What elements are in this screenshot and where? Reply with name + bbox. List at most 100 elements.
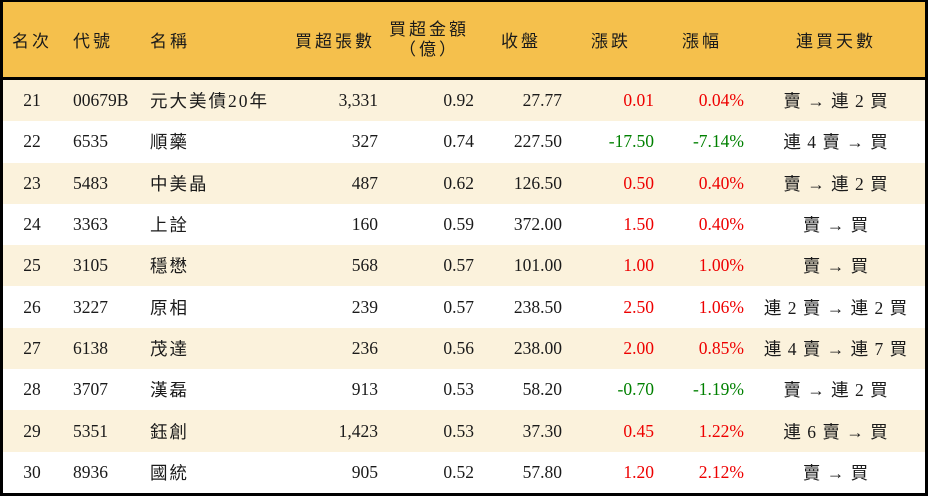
change-pct-cell: 1.06% <box>698 296 744 317</box>
change-cell: 0.50 <box>623 172 654 193</box>
code-cell: 8936 <box>73 461 108 482</box>
change-cell: 0.01 <box>623 90 654 111</box>
amount-cell: 0.56 <box>443 337 474 358</box>
volume-cell: 160 <box>351 214 378 235</box>
close-cell: 227.50 <box>513 131 562 152</box>
close-cell: 57.80 <box>522 461 562 482</box>
col-header-amount: 買超金額 （億） <box>381 2 477 80</box>
volume-cell: 239 <box>351 296 378 317</box>
streak-cell: 連 4 賣 → 連 7 買 <box>763 338 909 359</box>
table-row: 21 00679B 元大美債20年 3,331 0.92 27.77 0.01 … <box>3 78 925 122</box>
rank-cell: 21 <box>23 90 41 111</box>
streak-cell: 賣 → 連 2 買 <box>783 91 889 112</box>
table-row: 26 3227 原相 239 0.57 238.50 2.50 1.06% 連 … <box>3 286 925 328</box>
rank-cell: 27 <box>23 337 41 358</box>
col-header-change-pct: 漲幅 <box>657 2 747 80</box>
code-cell: 6138 <box>73 337 108 358</box>
name-cell: 元大美債20年 <box>150 91 269 112</box>
rank-cell: 30 <box>23 461 41 482</box>
amount-cell: 0.57 <box>443 255 474 276</box>
change-cell: 1.50 <box>623 214 654 235</box>
table-row: 27 6138 茂達 236 0.56 238.00 2.00 0.85% 連 … <box>3 327 925 370</box>
streak-cell: 賣 → 買 <box>802 256 870 277</box>
table-row: 29 5351 鈺創 1,423 0.53 37.30 0.45 1.22% 連… <box>3 410 925 452</box>
table-row: 22 6535 順藥 327 0.74 227.50 -17.50 -7.14%… <box>3 121 925 163</box>
change-pct-cell: 1.22% <box>698 420 744 441</box>
code-cell: 00679B <box>73 90 129 111</box>
volume-cell: 236 <box>351 337 378 358</box>
volume-cell: 568 <box>351 255 378 276</box>
volume-cell: 1,423 <box>338 420 378 441</box>
table-row: 28 3707 漢磊 913 0.53 58.20 -0.70 -1.19% 賣… <box>3 369 925 411</box>
rank-cell: 25 <box>23 255 41 276</box>
name-cell: 中美晶 <box>150 173 209 194</box>
name-cell: 國統 <box>150 462 189 483</box>
rank-cell: 28 <box>23 379 41 400</box>
code-cell: 3105 <box>73 255 108 276</box>
code-cell: 5483 <box>73 172 108 193</box>
header-row: 名次 代號 名稱 買超張數 買超金額 （億） 收盤 漲跌 漲幅 連買天數 <box>3 2 925 80</box>
change-cell: -17.50 <box>608 131 654 152</box>
volume-cell: 905 <box>351 461 378 482</box>
volume-cell: 327 <box>351 131 378 152</box>
code-cell: 5351 <box>73 420 108 441</box>
change-cell: -0.70 <box>617 379 654 400</box>
col-header-volume: 買超張數 <box>289 2 381 80</box>
rank-cell: 23 <box>23 172 41 193</box>
volume-cell: 487 <box>351 172 378 193</box>
code-cell: 6535 <box>73 131 108 152</box>
code-cell: 3707 <box>73 379 108 400</box>
table-header: 名次 代號 名稱 買超張數 買超金額 （億） 收盤 漲跌 漲幅 連買天數 <box>3 2 925 80</box>
streak-cell: 賣 → 買 <box>802 215 870 236</box>
amount-cell: 0.52 <box>443 461 474 482</box>
rank-cell: 29 <box>23 420 41 441</box>
close-cell: 27.77 <box>522 90 562 111</box>
close-cell: 58.20 <box>522 379 562 400</box>
change-pct-cell: 1.00% <box>698 255 744 276</box>
col-header-change: 漲跌 <box>565 2 657 80</box>
code-cell: 3363 <box>73 214 108 235</box>
streak-cell: 連 4 賣 → 買 <box>783 132 889 153</box>
volume-cell: 913 <box>351 379 378 400</box>
name-cell: 鈺創 <box>150 421 189 442</box>
close-cell: 238.00 <box>513 337 562 358</box>
change-pct-cell: 2.12% <box>698 461 744 482</box>
amount-cell: 0.92 <box>443 90 474 111</box>
streak-cell: 賣 → 連 2 買 <box>783 380 889 401</box>
rank-cell: 24 <box>23 214 41 235</box>
amount-cell: 0.62 <box>443 172 474 193</box>
change-pct-cell: 0.40% <box>698 172 744 193</box>
code-cell: 3227 <box>73 296 108 317</box>
col-header-amount-line2: （億） <box>399 39 459 59</box>
name-cell: 上詮 <box>150 215 189 236</box>
streak-cell: 連 6 賣 → 買 <box>783 421 889 442</box>
col-header-code: 代號 <box>61 2 145 80</box>
change-cell: 1.20 <box>623 461 654 482</box>
close-cell: 126.50 <box>513 172 562 193</box>
table-row: 24 3363 上詮 160 0.59 372.00 1.50 0.40% 賣 … <box>3 203 925 246</box>
amount-cell: 0.59 <box>443 214 474 235</box>
data-table: 名次 代號 名稱 買超張數 買超金額 （億） 收盤 漲跌 漲幅 連買天數 21 … <box>3 2 925 493</box>
name-cell: 原相 <box>150 297 189 318</box>
amount-cell: 0.74 <box>443 131 474 152</box>
rank-cell: 26 <box>23 296 41 317</box>
change-pct-cell: -7.14% <box>692 131 744 152</box>
close-cell: 372.00 <box>513 214 562 235</box>
table-row: 25 3105 穩懋 568 0.57 101.00 1.00 1.00% 賣 … <box>3 245 925 287</box>
close-cell: 101.00 <box>513 255 562 276</box>
col-header-name: 名稱 <box>145 2 289 80</box>
change-pct-cell: 0.85% <box>698 337 744 358</box>
streak-cell: 賣 → 買 <box>802 462 870 483</box>
change-pct-cell: -1.19% <box>692 379 744 400</box>
change-cell: 2.50 <box>623 296 654 317</box>
name-cell: 順藥 <box>150 132 189 153</box>
volume-cell: 3,331 <box>338 90 378 111</box>
col-header-close: 收盤 <box>477 2 565 80</box>
change-cell: 1.00 <box>623 255 654 276</box>
amount-cell: 0.57 <box>443 296 474 317</box>
table-row: 30 8936 國統 905 0.52 57.80 1.20 2.12% 賣 →… <box>3 451 925 493</box>
change-pct-cell: 0.40% <box>698 214 744 235</box>
change-cell: 2.00 <box>623 337 654 358</box>
name-cell: 穩懋 <box>150 256 189 277</box>
